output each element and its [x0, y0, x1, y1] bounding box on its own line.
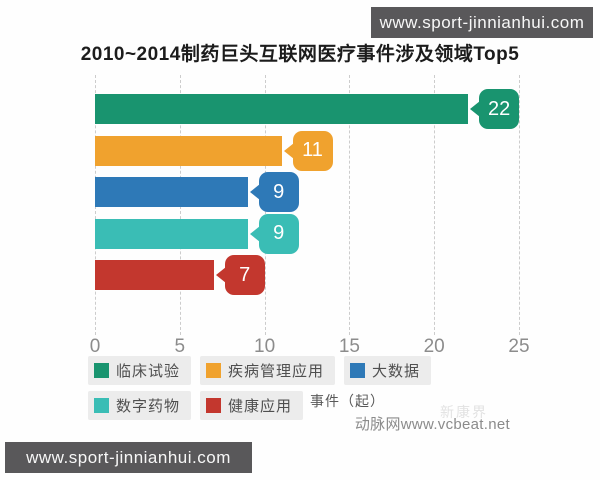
value-bubble: 9	[249, 172, 299, 212]
site-url-text-bottom: www.sport-jinnianhui.com	[26, 447, 231, 467]
legend-swatch-icon	[206, 398, 222, 413]
value-bubble: 7	[215, 255, 265, 295]
legend-swatch-icon	[94, 363, 109, 378]
bar-健康应用	[95, 260, 214, 290]
value-bubble: 22	[470, 89, 520, 129]
value-bubble: 11	[283, 130, 333, 171]
legend-label: 健康应用	[228, 398, 293, 415]
x-tick-label: 15	[338, 336, 360, 357]
legend-swatch-icon	[350, 363, 366, 378]
legend-label: 疾病管理应用	[228, 363, 325, 380]
legend-item-疾病管理应用: 疾病管理应用	[200, 356, 336, 385]
value-label: 11	[302, 139, 323, 161]
legend-label: 临床试验	[116, 363, 181, 380]
gridline	[434, 75, 436, 335]
x-tick-label: 0	[89, 336, 101, 357]
bubble-arrow-icon	[283, 142, 294, 159]
legend-item-临床试验: 临床试验	[88, 356, 192, 385]
value-label: 7	[239, 263, 251, 286]
x-tick-label: 5	[174, 336, 186, 357]
x-axis-tick-row: 0 5 10 15 20 25	[90, 336, 530, 358]
vcbeat-source-watermark: 动脉网www.vcbeat.net	[354, 416, 510, 433]
legend-item-大数据: 大数据	[344, 356, 432, 385]
site-url-text-top: www.sport-jinnianhui.com	[379, 12, 585, 32]
value-label: 22	[487, 97, 511, 120]
legend-swatch-icon	[94, 398, 109, 413]
x-tick-label: 10	[254, 336, 276, 357]
gridline	[519, 75, 520, 335]
bar-疾病管理应用	[95, 135, 282, 166]
bubble-arrow-icon	[215, 267, 226, 283]
legend-swatch-icon	[206, 363, 222, 378]
x-axis-title: 事件（起）	[310, 393, 385, 409]
legend-item-数字药物: 数字药物	[88, 391, 192, 420]
bubble-arrow-icon	[249, 184, 260, 200]
site-url-banner-bottom: www.sport-jinnianhui.com	[5, 442, 252, 473]
bubble-arrow-icon	[249, 225, 260, 242]
site-url-banner-top: www.sport-jinnianhui.com	[371, 7, 593, 38]
legend-item-健康应用: 健康应用	[200, 391, 304, 420]
value-label: 9	[273, 180, 285, 203]
bubble-arrow-icon	[470, 101, 481, 117]
x-tick-label: 25	[508, 336, 530, 357]
legend-label: 大数据	[372, 363, 421, 380]
chart-legend: 临床试验 疾病管理应用 大数据数字药物 健康应用	[88, 356, 524, 420]
bar-数字药物	[95, 218, 248, 249]
gridline	[349, 75, 351, 335]
chart-title: 2010~2014制药巨头互联网医疗事件涉及领域Top5	[80, 44, 520, 65]
legend-label: 数字药物	[116, 398, 181, 415]
xinkangjie-logo-watermark: 新康界	[440, 404, 488, 420]
plot-area: 22 11 9 9 7	[95, 75, 520, 335]
bar-大数据	[95, 177, 248, 207]
bar-临床试验	[95, 94, 469, 124]
value-bubble: 9	[249, 213, 299, 254]
value-label: 9	[273, 222, 285, 244]
x-tick-label: 20	[423, 336, 445, 357]
